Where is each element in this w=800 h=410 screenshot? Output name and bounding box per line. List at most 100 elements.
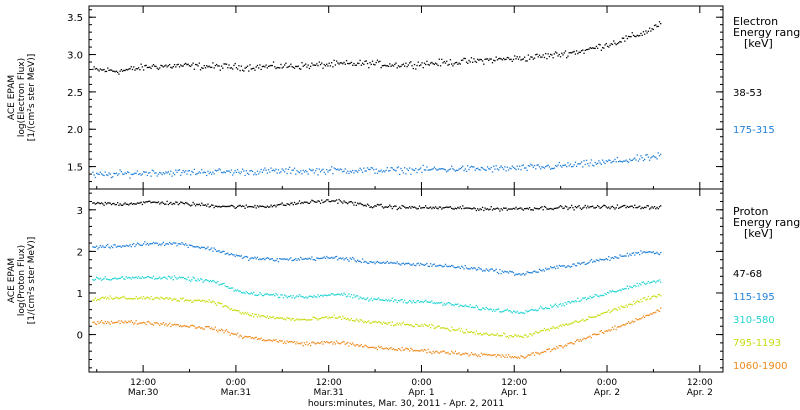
electron-data-point: [507, 169, 510, 171]
proton-data-point: [530, 354, 532, 356]
proton-data-point: [151, 323, 153, 325]
electron-data-point: [485, 58, 487, 60]
proton-data-point: [453, 208, 455, 210]
proton-data-point: [517, 356, 520, 358]
electron-data-point: [173, 173, 176, 176]
electron-data-point: [267, 169, 270, 171]
proton-data-point: [350, 201, 353, 203]
proton-data-point: [629, 303, 631, 305]
electron-data-point: [406, 168, 408, 170]
proton-data-point: [385, 206, 387, 208]
proton-data-point: [208, 299, 210, 301]
proton-data-point: [437, 325, 439, 327]
proton-data-point: [373, 321, 375, 323]
proton-data-point: [109, 247, 111, 249]
proton-data-point: [186, 278, 188, 281]
proton-data-point: [136, 202, 139, 204]
proton-data-point: [469, 354, 471, 356]
proton-data-point: [279, 339, 281, 342]
proton-data-point: [411, 205, 413, 208]
proton-data-point: [322, 257, 324, 259]
proton-data-point: [155, 201, 157, 204]
electron-data-point: [619, 40, 621, 43]
proton-data-point: [197, 299, 199, 302]
electron-data-point: [400, 65, 402, 68]
electron-data-point: [618, 42, 620, 44]
electron-data-point: [298, 171, 301, 174]
proton-data-point: [207, 279, 209, 282]
proton-data-point: [333, 200, 335, 202]
proton-data-point: [286, 340, 288, 342]
proton-data-point: [164, 324, 166, 326]
electron-data-point: [356, 62, 359, 64]
proton-data-point: [170, 325, 172, 328]
proton-data-point: [342, 294, 344, 296]
proton-data-point: [650, 297, 652, 300]
electron-data-point: [259, 171, 261, 173]
proton-legend-entry: 47-68: [733, 269, 762, 280]
proton-data-point: [472, 353, 474, 355]
proton-data-point: [516, 208, 518, 210]
proton-data-point: [361, 346, 364, 348]
proton-data-point: [605, 293, 607, 296]
proton-data-point: [146, 242, 148, 245]
electron-data-point: [652, 28, 654, 31]
proton-data-point: [574, 341, 577, 343]
proton-data-point: [150, 201, 152, 204]
proton-data-point: [620, 289, 622, 292]
electron-data-point: [223, 171, 225, 173]
proton-data-point: [648, 298, 651, 300]
proton-data-point: [410, 264, 412, 266]
proton-data-point: [622, 323, 625, 326]
proton-data-point: [610, 328, 612, 331]
proton-data-point: [181, 241, 183, 244]
proton-data-point: [399, 300, 401, 302]
proton-data-point: [204, 301, 207, 303]
electron-data-point: [526, 169, 528, 172]
proton-data-point: [452, 303, 454, 306]
proton-data-point: [428, 351, 431, 353]
electron-data-point: [249, 64, 251, 66]
electron-data-point: [548, 166, 551, 168]
proton-data-point: [280, 203, 282, 205]
proton-data-point: [250, 257, 252, 259]
proton-data-point: [103, 204, 105, 206]
electron-data-point: [510, 58, 512, 60]
proton-data-point: [371, 299, 374, 302]
proton-data-point: [656, 280, 658, 282]
electron-data-point: [240, 65, 243, 67]
proton-data-point: [319, 202, 322, 204]
proton-data-point: [396, 261, 398, 263]
electron-data-point: [191, 170, 193, 173]
proton-data-point: [196, 203, 198, 205]
proton-data-point: [248, 205, 250, 208]
xtick-label-date: Mar.30: [128, 388, 159, 398]
proton-data-point: [481, 334, 484, 336]
proton-data-point: [552, 348, 554, 350]
electron-data-point: [342, 171, 344, 173]
proton-data-point: [540, 305, 542, 307]
proton-data-point: [470, 330, 473, 333]
electron-data-point: [594, 47, 596, 49]
electron-data-point: [462, 165, 464, 167]
electron-data-point: [129, 68, 131, 70]
proton-data-point: [455, 303, 458, 306]
proton-data-point: [287, 295, 290, 298]
proton-data-point: [206, 300, 208, 302]
electron-data-point: [515, 168, 517, 171]
proton-data-point: [593, 207, 595, 209]
electron-data-point: [162, 66, 165, 68]
proton-data-point: [475, 354, 478, 356]
electron-data-point: [433, 63, 435, 66]
proton-data-point: [447, 265, 449, 268]
proton-data-point: [117, 245, 119, 247]
proton-data-point: [319, 257, 322, 260]
proton-data-point: [241, 257, 244, 259]
proton-data-point: [498, 272, 500, 275]
electron-data-point: [214, 64, 217, 67]
proton-data-point: [545, 306, 547, 309]
electron-data-point: [360, 169, 363, 171]
electron-data-point: [115, 70, 118, 72]
proton-data-point: [112, 298, 114, 300]
